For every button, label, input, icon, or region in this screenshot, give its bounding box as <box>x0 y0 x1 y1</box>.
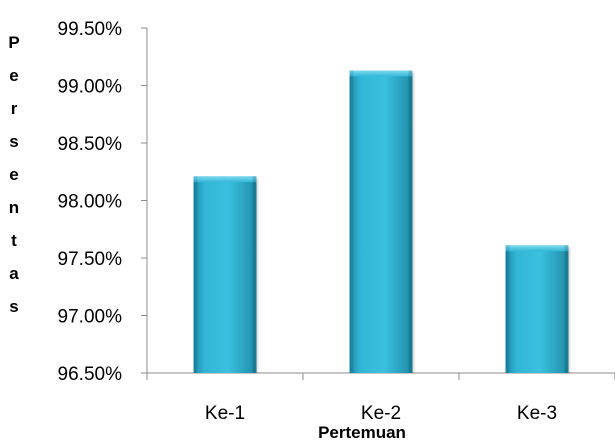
bars <box>193 70 571 374</box>
bar-body <box>349 70 413 374</box>
y-axis-title-letter: P <box>8 33 19 52</box>
x-axis-title: Pertemuan <box>318 423 406 441</box>
bar-left-bevel <box>193 176 198 373</box>
x-category-label: Ke-1 <box>205 403 245 424</box>
bar <box>505 245 571 373</box>
bar-body <box>193 176 257 373</box>
y-axis-title-letter: n <box>9 198 19 217</box>
y-axis-title-letter: s <box>9 297 18 316</box>
y-axis: 96.50% 97.00% 97.50% 98.00% 98.50% 99.00% 99.5… <box>58 19 148 385</box>
y-axis-title-letter: s <box>9 132 18 151</box>
y-tick-label: 99.00% <box>58 77 123 98</box>
bar-right-bevel <box>252 176 257 373</box>
y-axis-title-letter: e <box>9 165 18 184</box>
y-tick-label: 98.50% <box>58 134 123 155</box>
y-tick-label: 97.50% <box>58 249 123 270</box>
bar-body <box>505 245 569 373</box>
bar-left-bevel <box>349 70 354 374</box>
bar-top-bevel <box>505 245 569 252</box>
y-tick-label: 98.00% <box>58 192 123 213</box>
x-axis <box>146 372 615 380</box>
bar-right-bevel <box>564 245 569 373</box>
bar-top-bevel <box>349 70 413 77</box>
bar-left-bevel <box>505 245 510 373</box>
y-tick-label: 99.50% <box>58 19 123 40</box>
y-axis-title-letter: t <box>11 231 17 250</box>
y-axis-title-letter: e <box>9 66 18 85</box>
category-labels: Ke-1 Ke-2 Ke-3 <box>205 403 557 424</box>
x-category-label: Ke-2 <box>361 403 401 424</box>
y-tick-label: 96.50% <box>58 364 123 385</box>
bar <box>193 176 259 373</box>
y-axis-title-letter: r <box>11 99 18 118</box>
y-tick-label: 97.00% <box>58 307 123 328</box>
bar <box>349 70 415 374</box>
y-axis-title-letter: a <box>9 264 19 283</box>
bar-right-bevel <box>408 70 413 374</box>
bar-top-bevel <box>193 176 257 183</box>
x-category-label: Ke-3 <box>517 403 557 424</box>
